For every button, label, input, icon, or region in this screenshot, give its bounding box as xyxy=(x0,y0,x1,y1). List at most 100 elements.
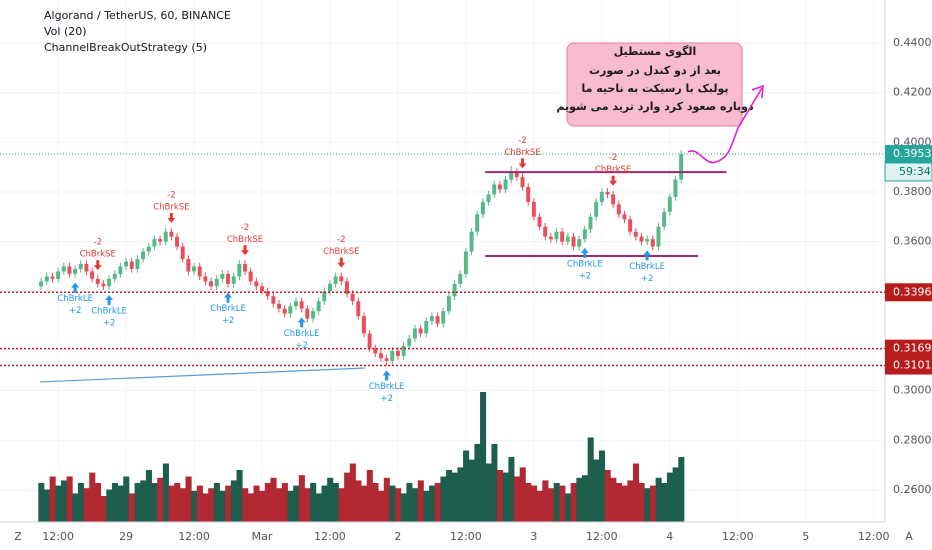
volume-bar xyxy=(598,450,606,522)
candle-body xyxy=(186,259,191,272)
volume-bar xyxy=(55,485,62,522)
candle-body xyxy=(288,306,293,314)
volume-bar xyxy=(559,485,566,522)
volume-bar xyxy=(219,490,226,522)
candle-body xyxy=(599,191,604,202)
candle-body xyxy=(129,261,134,269)
volume-bar xyxy=(615,483,623,522)
volume-bar xyxy=(491,444,498,522)
toolbar-icon[interactable]: Z xyxy=(14,530,22,543)
volume-bar xyxy=(247,493,254,522)
volume-bar xyxy=(672,467,679,522)
volume-bar xyxy=(208,488,215,522)
signal-arrow xyxy=(297,317,306,328)
volume-bar xyxy=(117,485,124,522)
candle-body xyxy=(418,328,423,334)
volume-bar xyxy=(344,472,351,522)
candle-body xyxy=(492,184,497,195)
volume-bar xyxy=(123,476,130,522)
y-tick-label: 0.4400 xyxy=(893,36,932,49)
y-tick-label: 0.3000 xyxy=(893,384,932,397)
candle-body xyxy=(265,291,270,297)
volume-bar xyxy=(140,480,147,522)
volume-bar xyxy=(83,488,90,522)
volume-bar xyxy=(519,467,526,522)
candle-body xyxy=(146,246,151,252)
drawn-arrow xyxy=(687,84,764,164)
candle-body xyxy=(571,236,576,247)
signal-qty: -2 xyxy=(94,238,102,248)
annotation-text: بعد از دو کندل در صورت xyxy=(589,64,721,77)
candle-body xyxy=(667,196,672,212)
volume-bar xyxy=(502,472,509,522)
volume-bar xyxy=(627,480,634,522)
candle-body xyxy=(73,268,78,274)
candle-body xyxy=(112,273,117,279)
signal-label: ChBrkLE xyxy=(210,304,246,314)
volume-bar xyxy=(412,488,419,522)
volume-bar xyxy=(332,483,339,522)
auto-scale-button[interactable]: A xyxy=(905,530,913,543)
volume-bar xyxy=(293,485,300,522)
signal-qty: -2 xyxy=(241,223,249,233)
volume-bar xyxy=(400,493,407,522)
price-label-box xyxy=(885,339,932,358)
candle-body xyxy=(50,276,55,279)
volume-bar xyxy=(468,459,475,522)
signal-label: ChBrkLE xyxy=(284,329,320,339)
volume-bar xyxy=(128,493,135,522)
volume-bar xyxy=(355,480,362,522)
signal-arrow xyxy=(609,175,618,186)
candle-body xyxy=(531,201,536,217)
volume-bar xyxy=(548,488,555,522)
x-tick-label: 4 xyxy=(666,530,673,543)
candle-body xyxy=(616,204,621,215)
volume-bar xyxy=(423,490,430,522)
price-label-box xyxy=(885,356,932,375)
candle-body xyxy=(311,311,315,319)
x-tick-label: 12:00 xyxy=(314,530,346,543)
candle-body xyxy=(209,281,214,287)
volume-bar xyxy=(270,477,277,522)
candle-body xyxy=(214,278,219,287)
signal-arrow xyxy=(93,260,102,271)
chart-title: Algorand / TetherUS, 60, BINANCE xyxy=(44,9,231,22)
candle-body xyxy=(390,350,395,361)
candle-body xyxy=(327,283,332,292)
candle-body xyxy=(260,286,264,292)
candle-body xyxy=(248,271,253,282)
volume-bar xyxy=(395,488,402,522)
y-tick-label: 0.2600 xyxy=(893,483,932,496)
signal-arrow xyxy=(337,257,346,268)
x-tick-label: 5 xyxy=(802,530,809,543)
candle-body xyxy=(588,216,593,230)
candle-body xyxy=(56,271,61,279)
volume-bar xyxy=(191,490,198,522)
candle-body xyxy=(503,179,508,190)
price-label: 0.3169 xyxy=(893,342,932,355)
candle-body xyxy=(475,214,480,232)
signal-qty: -2 xyxy=(337,235,345,245)
candle-body xyxy=(169,231,174,237)
volume-bar xyxy=(196,485,203,522)
volume-bar xyxy=(327,477,334,522)
volume-bar xyxy=(66,476,73,522)
candle-body xyxy=(509,172,514,180)
candle-body xyxy=(356,301,361,317)
candle-body xyxy=(237,263,242,277)
signal-qty: +2 xyxy=(579,271,592,281)
x-tick-label: 12:00 xyxy=(450,530,482,543)
signal-arrow xyxy=(167,212,176,223)
volume-bar xyxy=(621,485,628,522)
x-tick-label: 12:00 xyxy=(586,530,618,543)
volume-bar xyxy=(604,470,611,522)
signal-qty: +2 xyxy=(380,394,393,404)
candle-body xyxy=(333,276,338,284)
candle-body xyxy=(294,301,298,307)
volume-bar xyxy=(185,476,192,522)
indicator-legend: ChannelBreakOutStrategy (5) xyxy=(44,41,207,54)
signal-qty: -2 xyxy=(609,153,617,163)
volume-bar xyxy=(213,483,220,522)
candle-body xyxy=(361,316,366,334)
volume-bar xyxy=(582,475,589,522)
